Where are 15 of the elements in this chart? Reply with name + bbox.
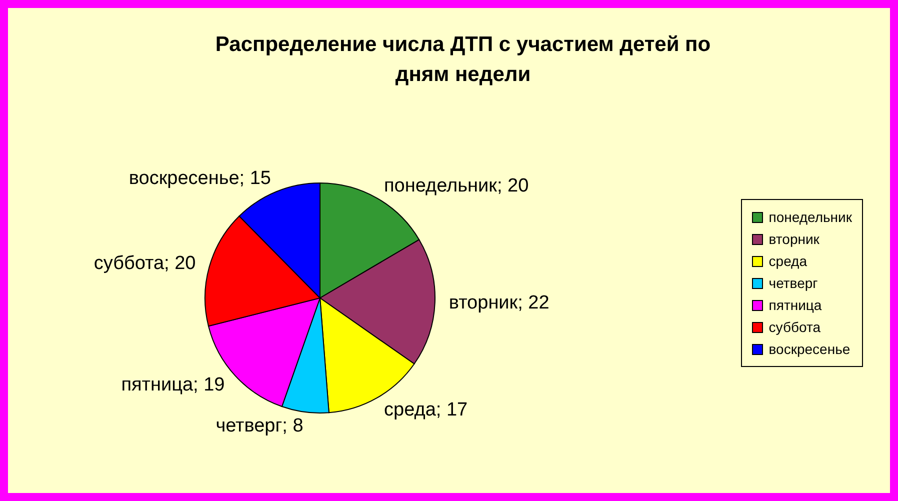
chart-title: Распределение числа ДТП с участием детей по дням недели [214,32,712,88]
legend-label: среда [768,252,808,271]
data-label: вторник; 22 [448,292,550,314]
legend-label: вторник [768,230,820,249]
data-label: понедельник; 20 [384,176,529,197]
legend-label: воскресенье [768,340,850,359]
data-label: четверг; 8 [216,415,304,436]
legend-label: понедельник [768,208,852,227]
legend-label: суббота [768,318,820,337]
legend-label: четверг [768,274,818,293]
data-label: воскресенье; 15 [128,168,272,190]
data-label: пятница; 19 [121,374,225,396]
data-label: суббота; 20 [94,252,196,274]
legend-label: пятница [768,296,822,315]
data-label: среда; 17 [384,399,468,420]
